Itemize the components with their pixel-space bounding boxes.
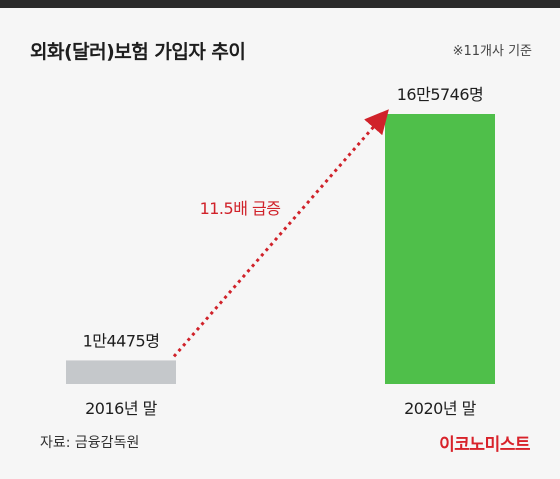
growth-arrow	[172, 109, 389, 358]
category-label-1: 2016년 말	[85, 399, 158, 418]
value-label-2: 16만5746명	[397, 85, 484, 104]
bar-2	[385, 114, 495, 384]
source-label: 자료: 금융감독원	[40, 435, 140, 451]
value-label-1: 1만4475명	[83, 331, 160, 350]
brand-logo: 이코노미스트	[439, 435, 530, 455]
growth-annotation: 11.5배 급증	[200, 199, 281, 218]
bar-1	[66, 360, 176, 384]
top-border	[0, 0, 560, 8]
category-label-2: 2020년 말	[404, 399, 477, 418]
chart-title: 외화(달러)보험 가입자 추이	[30, 41, 246, 63]
chart-note: ※11개사 기준	[452, 44, 532, 59]
